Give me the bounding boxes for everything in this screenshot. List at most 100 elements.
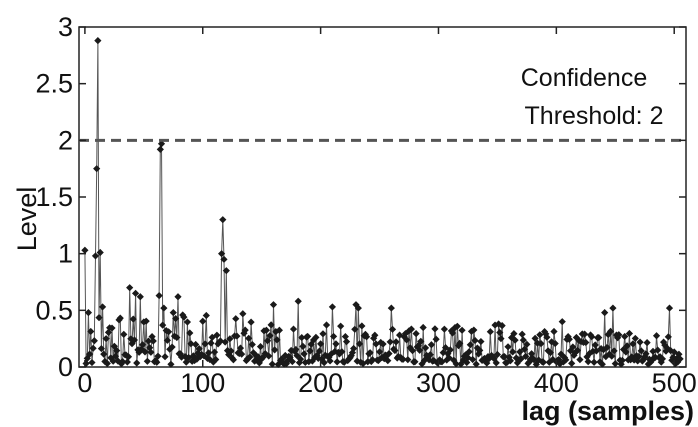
- data-point: [408, 347, 417, 355]
- data-point: [569, 343, 577, 351]
- data-point: [668, 356, 676, 364]
- data-point: [187, 340, 195, 348]
- data-point: [503, 358, 511, 367]
- data-point: [239, 310, 247, 318]
- data-point: [163, 336, 171, 344]
- data-point: [490, 354, 498, 363]
- data-point: [496, 328, 504, 337]
- x-axis-ticks: 0 100 200 300 400 500: [77, 27, 697, 398]
- data-point: [129, 315, 137, 323]
- data-point: [562, 356, 570, 364]
- data-point: [176, 350, 184, 358]
- data-point: [411, 358, 419, 366]
- data-point: [172, 314, 180, 323]
- data-point: [533, 339, 542, 347]
- data-point: [500, 352, 509, 361]
- data-point: [273, 336, 281, 344]
- data-point: [147, 348, 155, 356]
- data-point: [201, 340, 209, 348]
- data-point: [229, 356, 238, 364]
- data-point: [173, 333, 181, 342]
- data-point: [592, 347, 601, 355]
- data-point: [86, 350, 94, 358]
- data-point: [601, 309, 609, 317]
- data-point: [153, 358, 161, 366]
- data-point: [233, 332, 241, 340]
- data-point: [236, 344, 245, 352]
- data-point: [531, 334, 539, 342]
- data-point: [213, 331, 221, 339]
- data-point: [338, 348, 346, 356]
- data-point: [558, 318, 566, 326]
- data-point: [130, 336, 138, 344]
- data-point: [317, 340, 325, 348]
- data-point: [318, 355, 326, 363]
- data-point: [648, 356, 656, 364]
- data-point: [263, 337, 272, 345]
- data-point: [572, 333, 580, 342]
- data-point: [546, 349, 555, 357]
- data-point: [341, 332, 349, 341]
- data-point: [439, 349, 447, 357]
- data-point: [241, 326, 249, 334]
- data-point: [212, 355, 220, 364]
- data-point: [573, 346, 582, 354]
- x-tick-label: 200: [298, 368, 343, 398]
- data-point: [522, 352, 530, 360]
- data-point: [660, 338, 668, 346]
- data-point: [216, 337, 225, 345]
- data-point: [87, 327, 95, 336]
- data-point: [307, 340, 315, 348]
- data-point: [467, 327, 476, 336]
- data-point: [545, 358, 553, 366]
- data-point: [333, 358, 341, 366]
- data-point: [269, 301, 278, 309]
- data-point: [219, 216, 227, 224]
- data-point: [342, 337, 351, 346]
- data-point: [453, 322, 461, 330]
- data-point: [329, 332, 338, 341]
- data-point: [504, 343, 512, 351]
- data-point: [379, 340, 387, 348]
- data-point: [94, 37, 102, 45]
- data-point: [123, 358, 131, 366]
- data-point: [207, 339, 215, 347]
- data-point: [548, 338, 556, 346]
- data-point: [113, 346, 121, 355]
- data-point: [449, 329, 457, 337]
- data-point: [180, 313, 188, 321]
- data-point: [473, 344, 481, 352]
- data-point: [591, 341, 599, 349]
- data-point: [332, 340, 340, 348]
- data-point: [603, 343, 611, 352]
- data-point: [102, 335, 110, 343]
- y-tick-label: 2: [58, 125, 73, 155]
- data-point: [401, 329, 410, 338]
- data-point: [456, 339, 464, 347]
- data-point: [108, 324, 116, 332]
- data-point: [588, 333, 596, 341]
- x-axis-title: lag (samples): [521, 396, 694, 426]
- y-tick-label: 0: [58, 352, 73, 382]
- data-point: [218, 250, 226, 258]
- data-point: [609, 304, 617, 312]
- data-point: [347, 351, 355, 360]
- data-point: [618, 356, 626, 365]
- data-point: [298, 333, 306, 342]
- data-point: [139, 341, 147, 349]
- data-point: [107, 354, 115, 362]
- data-point: [271, 346, 279, 354]
- data-point: [167, 360, 175, 368]
- data-point: [649, 347, 657, 355]
- data-point: [516, 348, 524, 356]
- data-point: [606, 327, 615, 335]
- data-point: [477, 337, 485, 346]
- data-point: [469, 355, 477, 364]
- data-point: [296, 355, 305, 363]
- data-point: [149, 337, 157, 345]
- data-point: [615, 331, 623, 339]
- data-point: [265, 352, 273, 360]
- y-axis-title: Level: [12, 187, 42, 252]
- data-point: [155, 292, 163, 300]
- data-point: [536, 331, 544, 339]
